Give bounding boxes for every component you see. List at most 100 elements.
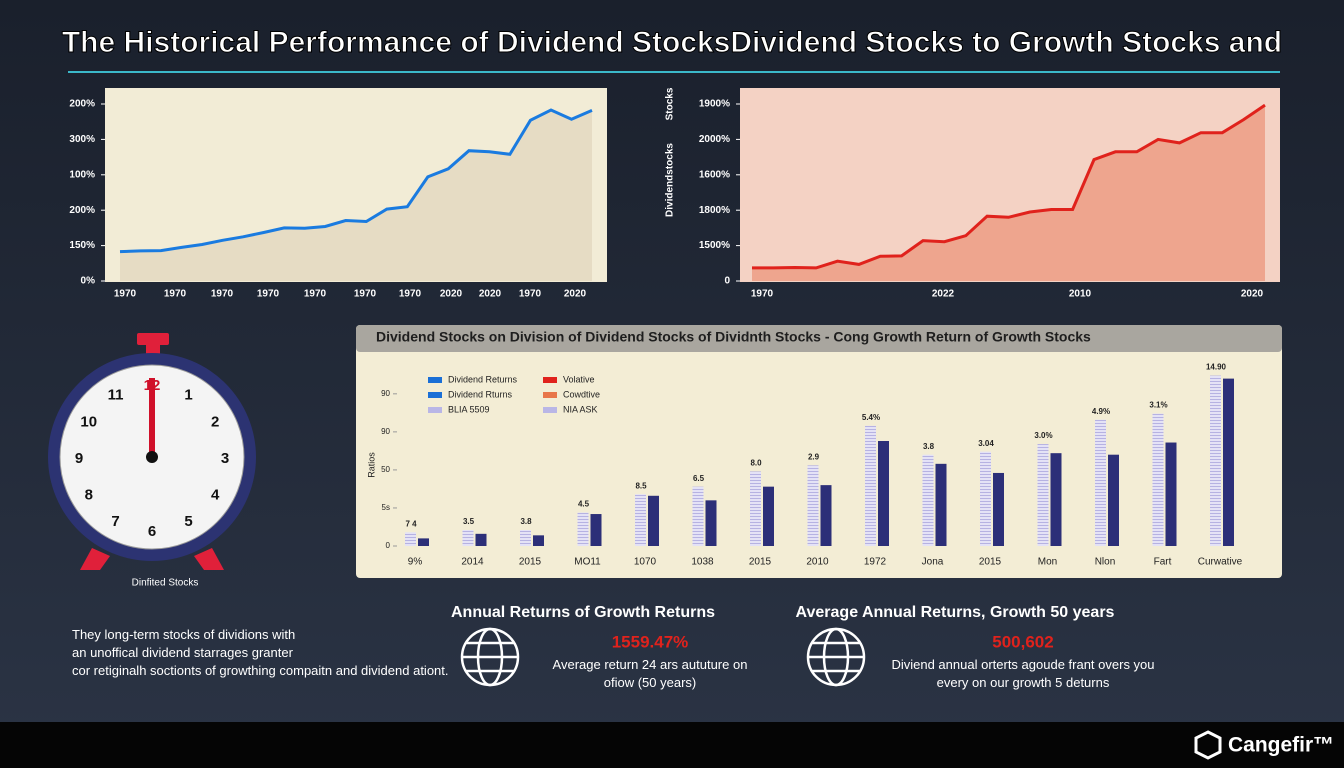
x-tick-label: Curwative [1198,557,1243,568]
x-tick-label: 1970 [114,289,137,300]
clock-number: 12 [144,377,161,394]
bar-label: 4.9% [1092,407,1110,416]
x-tick-label: 2020 [564,289,587,300]
bar [1210,375,1221,546]
stat-value: 1559.47% [612,632,689,651]
clock-foot [194,548,224,570]
x-tick-label: 2015 [979,557,1002,568]
y-axis-label: Stocks [665,87,676,120]
x-tick-label: 1970 [257,289,280,300]
x-tick-label: 2020 [479,289,502,300]
bar [405,532,416,546]
x-tick-label: 1970 [304,289,327,300]
bar-label: 5.4% [862,413,880,422]
bar [648,495,659,546]
bar-label: 14.90 [1206,363,1227,372]
brand-logo [1194,730,1222,760]
x-tick-label: Fart [1154,557,1172,568]
stat-value: 500,602 [992,632,1053,651]
bar [820,485,832,546]
x-tick-label: 1970 [519,289,542,300]
y-axis-label: Dividendstocks [665,143,676,217]
x-tick-label: 2015 [519,557,542,568]
bar [763,486,774,546]
clock [48,333,256,570]
title: The Historical Performance of Dividend S… [62,26,1282,59]
bar-label: 3.1% [1149,401,1167,410]
legend-label: NIA ASK [563,404,598,414]
legend-label: Cowdtive [563,389,600,399]
legend-swatch [543,407,557,413]
y-tick-label: 0 [386,541,391,550]
x-tick-label: 9% [408,557,423,568]
bar-label: 7 4 [405,519,417,528]
bar [922,454,934,546]
y-tick-label: 300% [69,134,95,145]
clock-number: 5 [184,513,192,530]
y-tick-label: 2000% [699,134,730,145]
x-tick-label: 2020 [1241,289,1264,300]
chart-title: Dividend Stocks on Division of Dividend … [376,329,1091,345]
x-tick-label: 1970 [164,289,187,300]
bar [462,530,474,546]
y-tick-label: 100% [69,169,95,180]
y-tick-label: 200% [69,205,95,216]
bar-label: 8.0 [750,459,762,468]
line [119,108,593,254]
x-tick-label: Jona [922,557,944,568]
bar [878,441,889,546]
bar [577,512,589,546]
x-tick-label: 2014 [461,557,484,568]
y-tick-label: 0 [724,276,730,287]
stat-heading: Annual Returns of Growth Returns [451,604,715,621]
y-tick-label: 50 [381,465,390,474]
clock-number: 3 [221,450,229,467]
bar [1152,413,1164,546]
y-tick-label: 1900% [699,99,730,110]
clock-number: 6 [148,523,156,540]
x-tick-label: 1972 [864,557,887,568]
bar-label: 3.0% [1034,431,1052,440]
x-tick-label: 2010 [1069,289,1092,300]
bar [980,451,991,546]
bar-label: 8.5 [635,481,647,490]
x-tick-label: 1970 [354,289,377,300]
bar [590,514,602,546]
x-tick-label: MO11 [574,557,601,568]
clock-button [137,333,169,345]
x-tick-label: 1070 [634,557,657,568]
x-tick-label: 1970 [399,289,422,300]
stat-text: Diviend annual orterts agoude frant over… [891,657,1154,690]
clock-stem [146,343,160,355]
clock-number: 2 [211,413,219,430]
bar-label: 3.5 [463,517,475,526]
bar-label: 6.5 [693,474,705,483]
clock-number: 8 [85,486,93,503]
clock-number: 9 [75,450,83,467]
legend-swatch [543,377,557,383]
x-tick-label: 2010 [806,557,829,568]
legend-swatch [428,407,442,413]
bar [1108,454,1119,546]
y-tick-label: 150% [69,240,95,251]
bar [1050,453,1062,546]
bar [807,465,819,546]
legend-swatch [428,377,442,383]
bar [993,472,1004,546]
bar [692,486,704,546]
bar-label: 3.8 [923,442,935,451]
legend-swatch [428,392,442,398]
bar-label: 2.9 [808,452,820,461]
footer [0,722,1344,768]
note: They long-term stocks of dividions with a… [72,627,449,678]
x-tick-label: 2022 [932,289,955,300]
bar [1165,442,1177,546]
y-tick-label: 90 [381,427,390,436]
x-tick-label: Nlon [1095,557,1116,568]
legend-label: Dividend Rturns [448,389,513,399]
x-tick-label: Mon [1038,557,1057,568]
legend-label: Volative [563,374,595,384]
bar [475,533,487,546]
globe-icon [460,627,520,687]
clock-number: 1 [184,387,192,404]
